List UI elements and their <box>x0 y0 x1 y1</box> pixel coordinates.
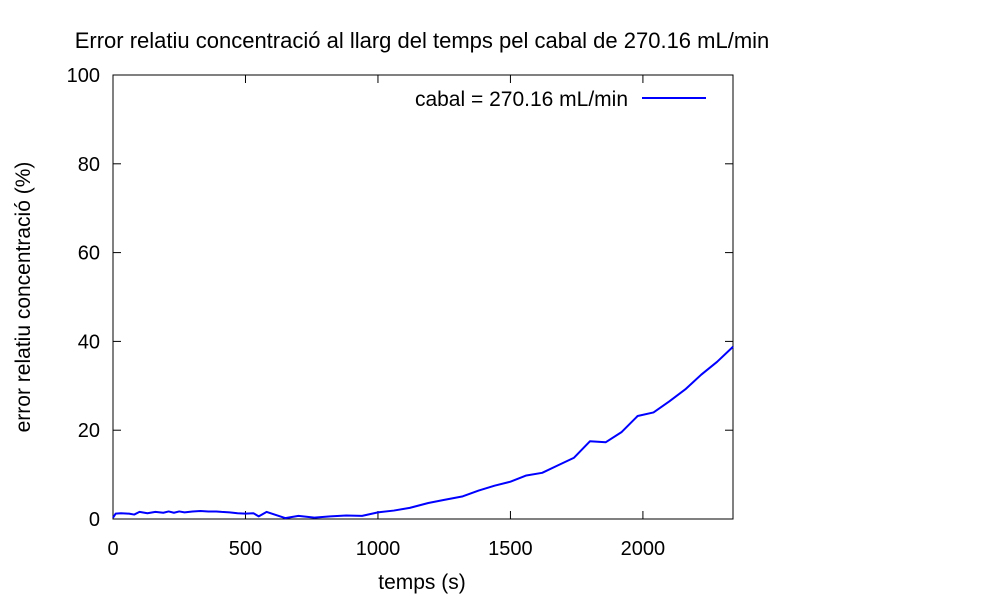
y-tick-label: 40 <box>78 331 100 353</box>
y-axis-label: error relatiu concentració (%) <box>12 162 35 433</box>
legend: cabal = 270.16 mL/min <box>415 88 706 111</box>
tick-labels: 0 500 1000 1500 2000 0 20 40 60 80 100 <box>67 65 666 560</box>
y-tick-label: 20 <box>78 420 100 442</box>
x-tick-label: 0 <box>107 538 118 560</box>
legend-label: cabal = 270.16 mL/min <box>415 88 628 111</box>
series-line <box>112 346 734 520</box>
plot-frame <box>112 74 734 520</box>
y-tick-label: 0 <box>89 509 100 531</box>
series-layer <box>112 346 734 520</box>
y-tick-label: 100 <box>67 65 100 87</box>
x-axis-label: temps (s) <box>378 571 466 594</box>
y-tick-label: 60 <box>78 243 100 265</box>
x-tick-label: 1500 <box>488 538 533 560</box>
tick-marks <box>112 74 733 520</box>
x-tick-label: 2000 <box>621 538 666 560</box>
chart-title: Error relatiu concentració al llarg del … <box>75 28 770 53</box>
x-tick-label: 500 <box>229 538 262 560</box>
x-tick-label: 1000 <box>356 538 401 560</box>
y-tick-label: 80 <box>78 154 100 176</box>
